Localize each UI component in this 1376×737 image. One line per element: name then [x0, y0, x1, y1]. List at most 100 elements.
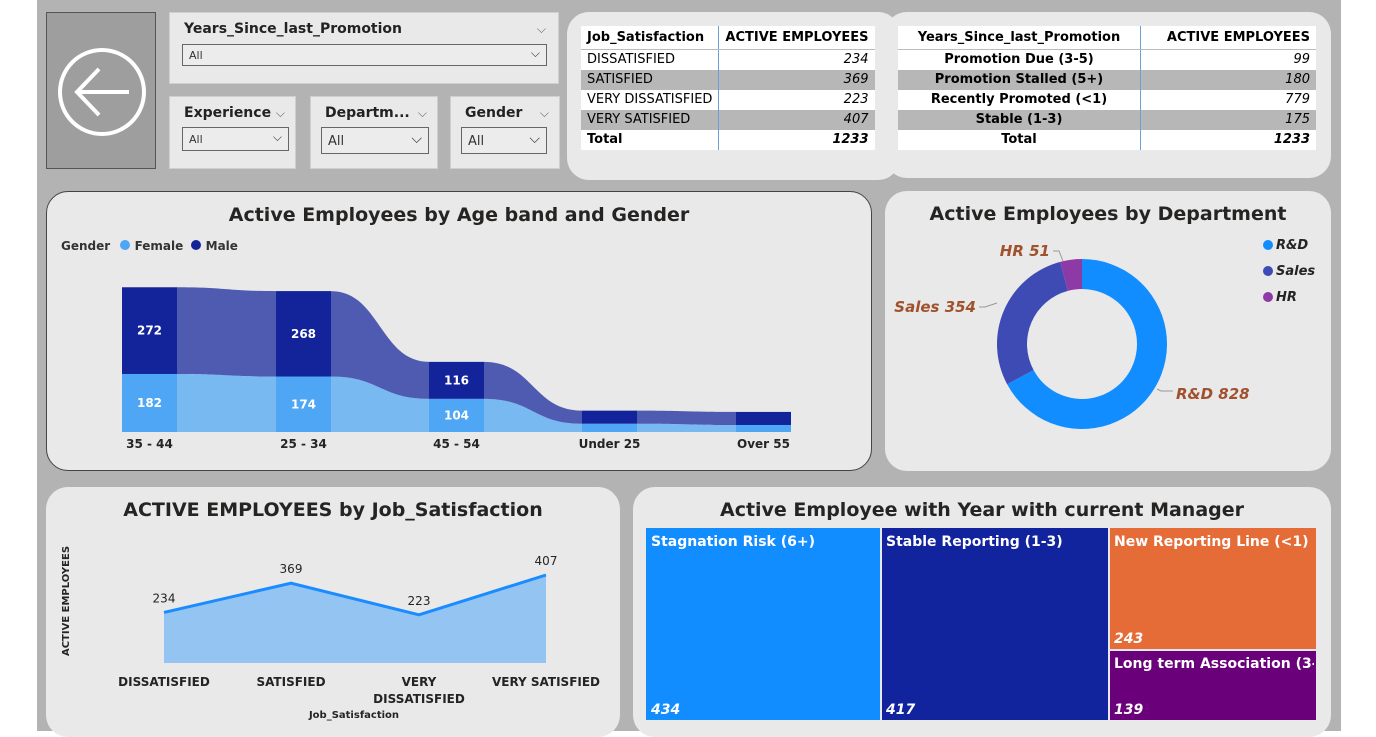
- table-row: Recently Promoted (<1) 779: [898, 89, 1316, 110]
- x-tick-label: VERY SATISFIED: [492, 675, 600, 689]
- bar-male: [736, 411, 791, 425]
- data-label: 116: [444, 373, 469, 387]
- data-label: 104: [444, 408, 469, 422]
- row-value: 234: [843, 52, 869, 68]
- data-label: HR 51: [1000, 242, 1050, 260]
- row-value: 407: [718, 109, 875, 130]
- department-chart-card: Active Employees by Department R&D 828 Sa…: [885, 191, 1331, 471]
- data-label: 268: [291, 327, 316, 341]
- manager-treemap[interactable]: Stagnation Risk (6+) 434 Stable Reportin…: [646, 528, 1316, 720]
- promotion-dropdown[interactable]: All ⌵: [182, 44, 547, 66]
- treemap-cell-stable-reporting[interactable]: Stable Reporting (1-3) 417: [882, 528, 1108, 720]
- data-label: 174: [291, 397, 316, 411]
- data-label: 234: [153, 591, 176, 605]
- x-tick-label: VERY: [402, 675, 437, 689]
- data-label: 407: [535, 554, 558, 568]
- table-row: DISSATISFIED 234: [581, 49, 875, 70]
- legend-title: Gender: [61, 239, 111, 253]
- slicer-years-since-promotion: Years_Since_last_Promotion ⌵ All ⌵: [169, 12, 559, 84]
- donut-slice-hr: [1060, 259, 1082, 291]
- leader-line: [1156, 388, 1173, 392]
- chevron-down-icon: ⌵: [411, 131, 422, 147]
- donut-slice-sales: [997, 261, 1068, 385]
- job-satisfaction-area-chart[interactable]: 234 369 223 407 DISSATISFIED SATISFIED VERY DIS…: [46, 487, 620, 737]
- row-label: SATISFIED: [581, 69, 720, 90]
- table-row: VERY DISSATISFIED 223: [581, 89, 875, 110]
- back-button[interactable]: [46, 12, 156, 169]
- ribbon-male: [331, 291, 429, 399]
- treemap-cell-new-reporting-line[interactable]: New Reporting Line (<1) 243: [1110, 528, 1316, 649]
- column-header[interactable]: ACTIVE EMPLOYEES: [1140, 26, 1316, 50]
- total-label: Total: [581, 129, 720, 150]
- donut-slice-rd: [1007, 259, 1167, 429]
- chevron-down-icon[interactable]: ⌵: [536, 22, 546, 36]
- row-value: 779: [1285, 92, 1310, 107]
- treemap-label: Long term Association (3-...: [1114, 656, 1314, 672]
- row-label: Promotion Stalled (5+): [898, 69, 1141, 90]
- bar-male: [122, 287, 177, 374]
- legend-label-female[interactable]: Female: [134, 239, 184, 253]
- ribbon-male: [484, 361, 582, 424]
- ribbon-female: [331, 376, 429, 432]
- column-header[interactable]: Years_Since_last_Promotion: [898, 26, 1141, 50]
- table-total-row: Total 1233: [898, 129, 1316, 150]
- legend-marker: [1263, 266, 1273, 276]
- leader-line: [1053, 250, 1064, 262]
- x-tick-label: SATISFIED: [256, 675, 325, 689]
- bar-female: [736, 424, 791, 432]
- slicer-title: Experience: [184, 105, 272, 121]
- chart-title: Active Employee with Year with current M…: [719, 499, 1245, 521]
- chevron-down-icon[interactable]: ⌵: [275, 106, 285, 120]
- manager-treemap-card: Active Employee with Year with current M…: [633, 487, 1331, 737]
- treemap-label: Stable Reporting (1-3): [886, 534, 1063, 550]
- treemap-cell-long-term-association[interactable]: Long term Association (3-... 139: [1110, 651, 1316, 720]
- bar-female: [276, 376, 331, 432]
- table-row: Promotion Due (3-5) 99: [898, 49, 1316, 70]
- column-header[interactable]: Job_Satisfaction: [581, 26, 720, 50]
- promotion-table-card: Years_Since_last_Promotion ACTIVE EMPLOY…: [885, 12, 1331, 178]
- treemap-label: Stagnation Risk (6+): [651, 534, 815, 550]
- legend-label: Sales: [1276, 264, 1315, 279]
- table-row: Stable (1-3) 175: [898, 109, 1316, 130]
- x-axis-title: Job_Satisfaction: [308, 710, 399, 721]
- chevron-down-icon: ⌵: [272, 130, 282, 144]
- department-donut-chart[interactable]: R&D 828 Sales 354 HR 51 R&D Sales HR: [885, 191, 1331, 471]
- treemap-cell-stagnation-risk[interactable]: Stagnation Risk (6+) 434: [646, 528, 880, 720]
- data-label: 369: [280, 562, 303, 576]
- bar-male: [429, 361, 484, 399]
- chart-title: Active Employees by Age band and Gender: [228, 204, 690, 226]
- dropdown-value: All: [189, 49, 203, 62]
- row-label: DISSATISFIED: [581, 49, 720, 70]
- column-header[interactable]: ACTIVE EMPLOYEES: [718, 26, 875, 50]
- ribbon-chart[interactable]: 182 272 35 - 44 174 268 25 - 34 104 116 45 - 54 U…: [47, 192, 873, 472]
- dropdown-value: All: [189, 133, 203, 146]
- data-label: Sales 354: [894, 298, 976, 316]
- legend-label-male[interactable]: Male: [205, 239, 238, 253]
- gender-dropdown[interactable]: All ⌵: [461, 127, 547, 154]
- treemap-value: 243: [1114, 631, 1144, 647]
- job-satisfaction-table: Job_Satisfaction ACTIVE EMPLOYEES DISSAT…: [581, 26, 875, 150]
- x-tick-label: DISSATISFIED: [118, 675, 210, 689]
- row-value: 175: [1140, 109, 1316, 130]
- bar-male: [276, 291, 331, 377]
- data-label: 182: [137, 396, 162, 410]
- x-tick-label: 45 - 54: [433, 437, 480, 451]
- legend-marker: [1263, 292, 1273, 302]
- bar-male: [582, 410, 637, 424]
- x-tick-label: Under 25: [579, 437, 641, 451]
- department-dropdown[interactable]: All ⌵: [321, 127, 429, 154]
- treemap-value: 417: [886, 702, 916, 718]
- row-label: VERY DISSATISFIED: [581, 89, 720, 110]
- chart-legend: Gender Female Male: [61, 239, 238, 253]
- age-gender-chart-card: Active Employees by Age band and Gender …: [46, 191, 872, 471]
- chevron-down-icon[interactable]: ⌵: [417, 106, 427, 120]
- slicer-title: Years_Since_last_Promotion: [184, 21, 403, 37]
- experience-dropdown[interactable]: All ⌵: [182, 127, 289, 151]
- dropdown-value: All: [468, 134, 485, 149]
- ribbon-female: [484, 398, 582, 432]
- total-value: 1233: [1273, 132, 1310, 147]
- chevron-down-icon[interactable]: ⌵: [539, 106, 549, 120]
- chevron-down-icon: ⌵: [529, 131, 540, 147]
- treemap-value: 139: [1114, 702, 1144, 718]
- slicer-experience: Experience ⌵ All ⌵: [169, 96, 296, 169]
